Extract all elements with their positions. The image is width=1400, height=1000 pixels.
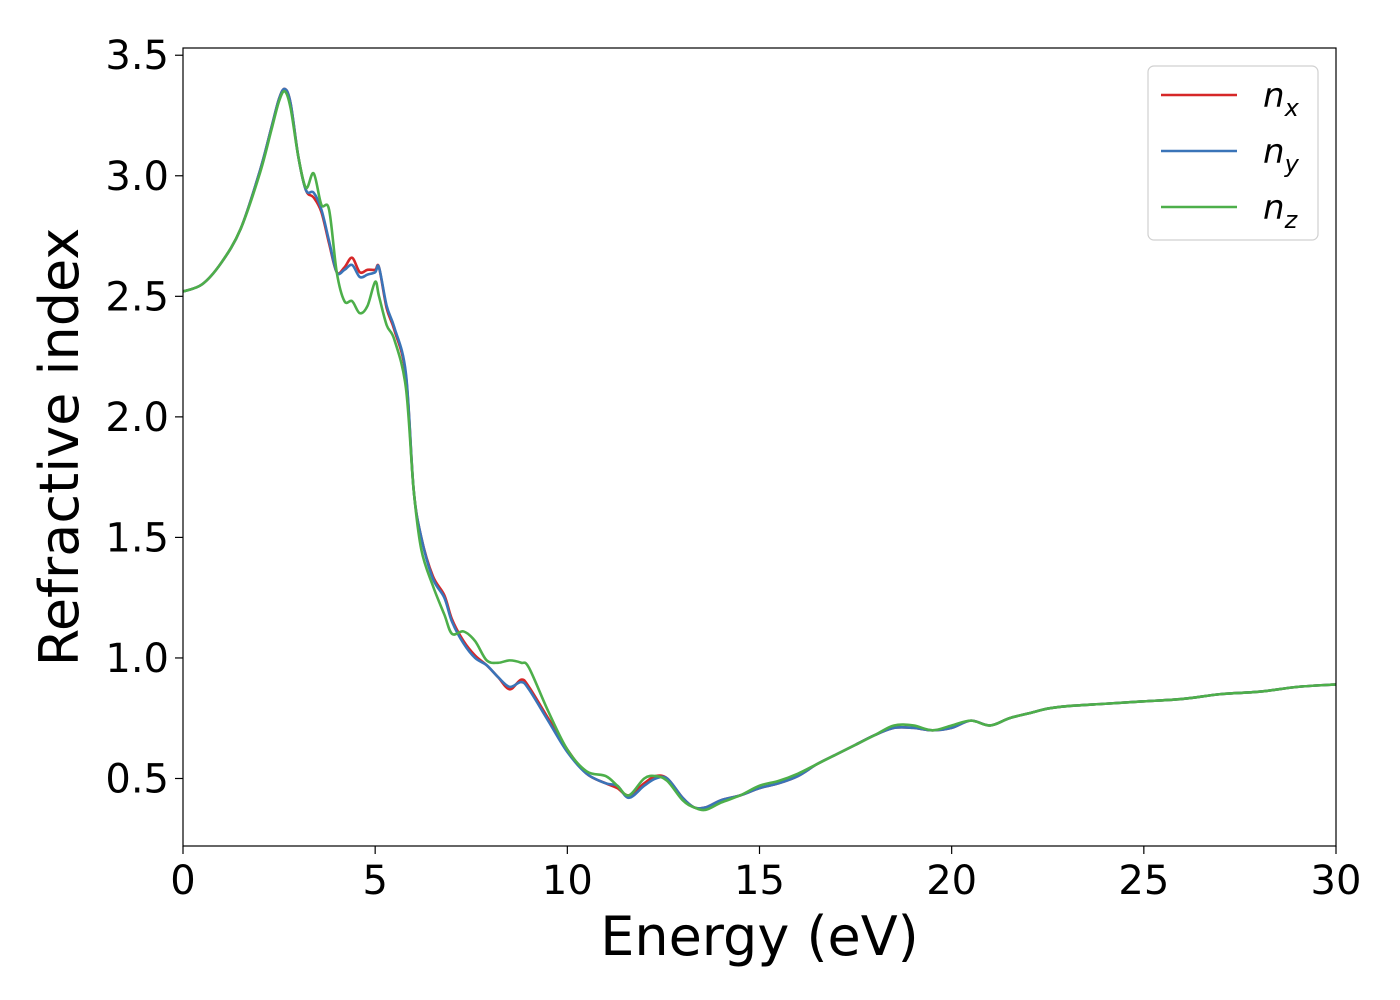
series-line-z [182,89,1337,812]
y-tick-label: 2.5 [105,274,169,320]
x-axis-title: Energy (eV) [600,905,919,968]
y-tick-label: 0.5 [105,756,169,802]
x-tick-label: 30 [1311,858,1362,904]
x-tick-label: 0 [170,858,195,904]
legend-label-subscript: y [1284,150,1300,178]
y-tick-label: 1.0 [105,636,169,682]
legend-label-subscript: x [1284,94,1300,122]
y-tick-label: 1.5 [105,515,169,561]
x-tick-label: 25 [1118,858,1169,904]
legend-label: nx [1263,76,1300,122]
legend-box [1147,65,1319,241]
legend-label-subscript: z [1284,206,1299,234]
y-tick-label: 3.0 [105,154,169,200]
series-layer [182,87,1337,812]
legend-label: nz [1263,188,1299,234]
legend-label-base: n [1263,76,1285,116]
legend-label: ny [1263,132,1300,178]
y-axis: 0.5 1.0 1.5 2.0 2.5 3.0 3.5 [105,33,183,802]
x-tick-label: 10 [542,858,593,904]
x-tick-label: 15 [734,858,785,904]
y-axis-title: Refractive index [28,228,91,667]
x-axis: 0 5 10 15 20 25 30 [170,846,1361,904]
y-tick-label: 2.0 [105,395,169,441]
x-tick-label: 20 [926,858,977,904]
y-tick-label: 3.5 [105,33,169,79]
legend-label-base: n [1263,188,1285,228]
legend-label-base: n [1263,132,1285,172]
x-tick-label: 5 [362,858,387,904]
